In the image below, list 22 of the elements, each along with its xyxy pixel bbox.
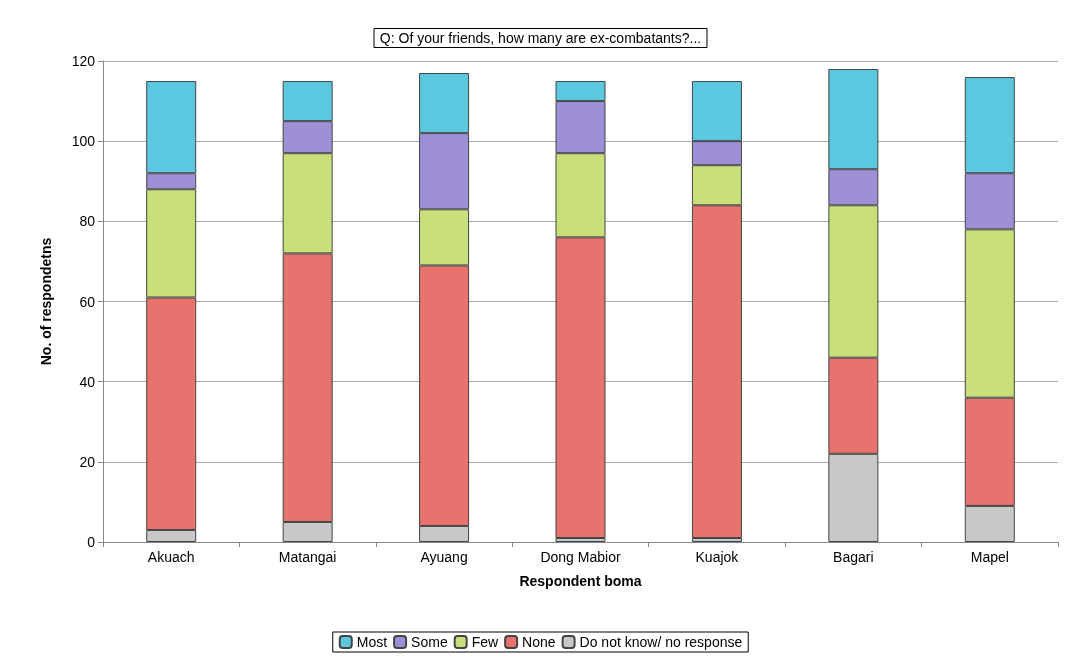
legend-label: Few [471,634,500,650]
x-tick-label: Bagari [833,549,874,565]
y-tick-label: 40 [79,373,96,390]
y-tick-label: 20 [79,453,96,470]
y-tick-label: 120 [71,53,96,69]
y-tick-label: 0 [87,534,96,550]
x-tick-label: Mapel [970,549,1009,565]
legend-label: Some [411,634,448,650]
chart-title: Q: Of your friends, how many are ex-combatants?... [379,30,702,46]
x-axis-title: Respondent boma [519,573,642,589]
y-tick-label: 80 [79,213,96,230]
y-tick-label: 100 [71,133,96,150]
x-tick-label: Akuach [147,549,195,565]
y-tick-label: 60 [79,293,96,310]
x-tick-label: Matangai [278,549,337,565]
legend-label: Most [356,634,388,650]
x-tick-label: Kuajok [695,549,740,565]
x-tick-label: Dong Mabior [540,549,621,565]
x-tick-label: Ayuang [420,549,468,565]
legend-label: None [522,634,556,650]
legend-label: Do not know/ no response [579,634,743,650]
y-axis-title: No. of respondetns [38,237,54,366]
